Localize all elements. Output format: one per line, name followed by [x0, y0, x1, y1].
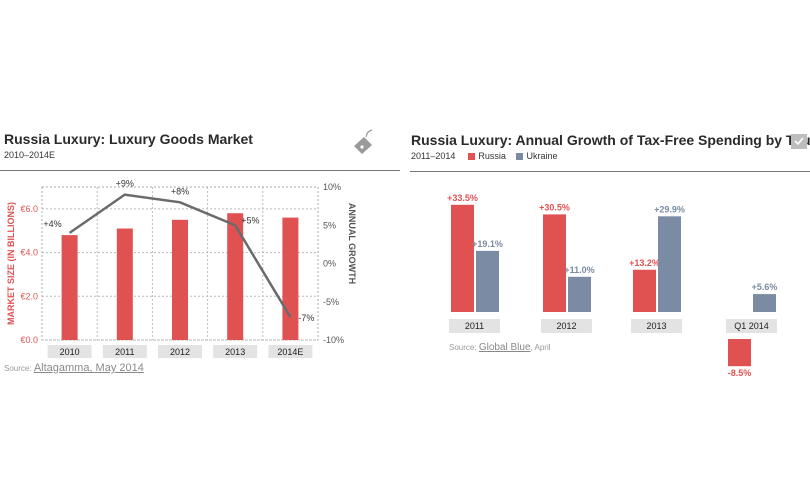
y-tick-label: €4.0 [20, 248, 38, 258]
y-axis-title: MARKET SIZE (IN BILLIONS) [6, 202, 16, 325]
x-tick-label: 2011 [115, 347, 134, 357]
market-size-bar [227, 213, 244, 340]
plot-frame [41, 186, 319, 341]
legend-russia: Russia [468, 151, 506, 161]
legend-ukraine: Ukraine [516, 151, 557, 161]
russia-data-label: -8.5% [728, 368, 752, 378]
growth-data-label: -7% [298, 313, 314, 323]
y2-tick-label: -5% [323, 297, 339, 307]
ukraine-bar [658, 216, 681, 312]
growth-data-label: +4% [43, 219, 61, 229]
y-tick-label: €0.0 [20, 335, 38, 345]
y2-tick-label: 5% [323, 220, 336, 230]
x-tick-label: 2010 [60, 347, 80, 357]
legend-ukraine-label: Ukraine [526, 151, 558, 161]
global-blue-source-link[interactable]: Global Blue [478, 342, 531, 353]
category-label-box [213, 345, 258, 358]
right-chart-subtitle: 2011–2014 Russia Ukraine [411, 151, 565, 161]
right-title-rule [410, 171, 810, 172]
y2-tick-label: 0% [323, 259, 336, 269]
market-size-bar [172, 219, 188, 340]
left-source-prefix: Source: [4, 364, 32, 373]
ukraine-data-label: +11.0% [564, 265, 594, 275]
russia-data-label: +33.5% [447, 193, 478, 203]
market-size-bar [61, 235, 78, 340]
russia-bar [633, 269, 656, 312]
shopping-bag-icon [791, 134, 807, 149]
growth-data-label: +8% [171, 186, 189, 196]
category-label-box [268, 345, 313, 358]
legend-russia-swatch [468, 153, 476, 161]
russia-data-label: +13.2% [629, 258, 660, 268]
luxury-goods-market-panel: Russia Luxury: Luxury Goods Market 2010–… [0, 0, 400, 500]
growth-data-label: +9% [116, 179, 134, 189]
ukraine-bar [476, 250, 499, 312]
russia-data-label: +30.5% [539, 202, 570, 212]
ukraine-bar [753, 294, 776, 312]
left-source: Source: Altagamma, May 2014 [4, 362, 144, 374]
x-tick-label: 2011 [465, 321, 484, 331]
ukraine-data-label: +19.1% [472, 239, 503, 249]
russia-bar [728, 339, 751, 367]
y-tick-label: €2.0 [20, 291, 38, 301]
category-label-box [47, 345, 92, 358]
ukraine-data-label: +5.6% [752, 282, 778, 292]
right-subtitle-years: 2011–2014 [411, 151, 456, 161]
price-tag-icon [354, 129, 373, 154]
category-label-box [449, 319, 500, 333]
y-tick-label: €6.0 [20, 204, 38, 214]
category-label-box [631, 319, 682, 333]
right-source: Source: Global Blue, April [449, 342, 551, 353]
left-chart-subtitle: 2010–2014E [4, 150, 56, 160]
luxury-market-chart: €0.0 €2.0 €4.0 €6.0 -10% -5% 0% 5% 10% MARKET SIZ… [6, 179, 357, 358]
y2-tick-label: -10% [323, 335, 344, 345]
category-label-box [541, 319, 592, 333]
tax-free-spending-panel: Russia Luxury: Annual Growth of Tax-Free… [405, 0, 810, 500]
left-chart-title: Russia Luxury: Luxury Goods Market [4, 131, 253, 147]
right-chart-title: Russia Luxury: Annual Growth of Tax-Free… [411, 132, 810, 148]
category-label-box [102, 345, 147, 358]
ukraine-data-label: +29.9% [654, 204, 685, 214]
y2-axis-title: ANNUAL GROWTH [347, 203, 357, 284]
legend-russia-label: Russia [478, 151, 506, 161]
russia-bar [451, 204, 474, 312]
right-source-prefix: Source: [449, 343, 477, 352]
altagamma-source-link[interactable]: Altagamma, May 2014 [33, 362, 144, 374]
y2-tick-label: 10% [323, 182, 341, 192]
x-tick-label: 2014E [277, 347, 303, 357]
right-source-suffix: , April [530, 343, 551, 352]
x-tick-label: Q1 2014 [734, 321, 769, 331]
left-title-rule [0, 170, 400, 171]
category-label-box [726, 319, 777, 333]
legend-ukraine-swatch [516, 153, 524, 161]
x-tick-label: 2013 [646, 321, 666, 331]
category-label-box [158, 345, 202, 358]
x-tick-label: 2012 [556, 321, 576, 331]
x-tick-label: 2012 [170, 347, 190, 357]
ukraine-bar [568, 276, 591, 312]
market-size-bar [282, 217, 299, 340]
annual-growth-line [68, 193, 292, 318]
x-tick-label: 2013 [225, 347, 245, 357]
market-size-bar [116, 228, 133, 340]
tax-free-growth-chart: 2011 +33.5% +19.1% 2012 +30.5% +11.0% 2013 +13.… [447, 193, 778, 378]
growth-data-label: +5% [241, 215, 259, 225]
russia-bar [543, 214, 566, 312]
